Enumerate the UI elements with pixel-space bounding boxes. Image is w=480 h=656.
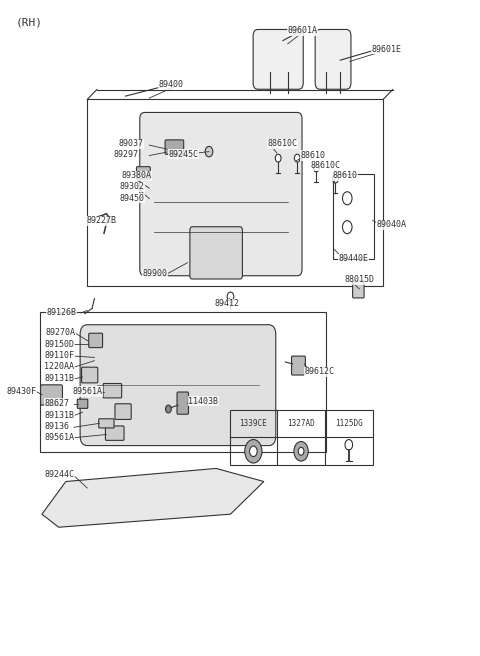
- FancyBboxPatch shape: [103, 384, 121, 398]
- Text: 89131B: 89131B: [44, 375, 74, 384]
- FancyBboxPatch shape: [115, 404, 131, 419]
- FancyBboxPatch shape: [353, 281, 364, 298]
- FancyBboxPatch shape: [40, 385, 62, 405]
- Circle shape: [227, 292, 234, 301]
- Bar: [333, 174, 373, 259]
- Circle shape: [205, 146, 213, 157]
- Text: (RH): (RH): [16, 18, 43, 28]
- Text: 89412: 89412: [215, 299, 240, 308]
- Text: 89612C: 89612C: [304, 367, 335, 377]
- Text: 88627: 88627: [44, 399, 69, 407]
- Circle shape: [250, 446, 257, 457]
- Text: 89110F: 89110F: [44, 351, 74, 360]
- Text: 89302: 89302: [120, 182, 145, 192]
- Circle shape: [333, 175, 338, 183]
- Bar: [229, 409, 372, 465]
- Text: 89440E: 89440E: [338, 255, 368, 263]
- Text: 89126B: 89126B: [47, 308, 77, 317]
- Text: 89601E: 89601E: [371, 45, 401, 54]
- Circle shape: [294, 441, 308, 461]
- Text: 89450: 89450: [120, 194, 145, 203]
- Text: 1125DG: 1125DG: [335, 419, 363, 428]
- Text: 88015D: 88015D: [345, 275, 375, 284]
- Text: 89297: 89297: [114, 150, 139, 159]
- Text: 89430F: 89430F: [6, 387, 36, 396]
- Text: 89561A: 89561A: [44, 433, 74, 442]
- Text: 89380A: 89380A: [121, 171, 152, 180]
- Text: 89270A: 89270A: [45, 328, 75, 337]
- Circle shape: [166, 405, 171, 413]
- FancyBboxPatch shape: [140, 112, 302, 276]
- Text: 89150D: 89150D: [44, 340, 74, 349]
- Text: 89561A: 89561A: [72, 387, 102, 396]
- Text: 89400: 89400: [159, 80, 184, 89]
- Circle shape: [313, 164, 319, 172]
- Circle shape: [245, 440, 262, 463]
- PathPatch shape: [42, 468, 264, 527]
- FancyBboxPatch shape: [77, 400, 88, 408]
- Text: 89136: 89136: [44, 422, 69, 431]
- Bar: [87, 99, 383, 285]
- FancyBboxPatch shape: [136, 167, 150, 179]
- Circle shape: [343, 192, 352, 205]
- FancyBboxPatch shape: [106, 426, 124, 440]
- FancyBboxPatch shape: [177, 392, 189, 414]
- Circle shape: [294, 154, 300, 162]
- FancyBboxPatch shape: [89, 333, 103, 348]
- Text: 89131B: 89131B: [44, 411, 74, 420]
- Text: 89040A: 89040A: [376, 220, 407, 230]
- FancyBboxPatch shape: [82, 367, 98, 383]
- FancyBboxPatch shape: [80, 325, 276, 445]
- Text: 11403B: 11403B: [189, 397, 218, 405]
- Text: 88610C: 88610C: [268, 139, 298, 148]
- Circle shape: [276, 154, 281, 162]
- Text: 89900: 89900: [142, 269, 167, 278]
- Text: 89037: 89037: [118, 139, 144, 148]
- Circle shape: [343, 220, 352, 234]
- FancyBboxPatch shape: [253, 30, 303, 89]
- Text: 89227B: 89227B: [86, 216, 116, 226]
- FancyBboxPatch shape: [291, 356, 305, 375]
- Text: 88610: 88610: [300, 151, 325, 160]
- Text: 1339CE: 1339CE: [240, 419, 267, 428]
- Text: 1220AA: 1220AA: [44, 362, 74, 371]
- Circle shape: [345, 440, 353, 450]
- Circle shape: [298, 447, 304, 455]
- Text: 88610: 88610: [332, 171, 357, 180]
- FancyBboxPatch shape: [315, 30, 351, 89]
- Text: 89245C: 89245C: [168, 150, 198, 159]
- FancyBboxPatch shape: [165, 140, 184, 154]
- Text: 1327AD: 1327AD: [287, 419, 315, 428]
- FancyBboxPatch shape: [190, 227, 242, 279]
- FancyBboxPatch shape: [99, 419, 114, 428]
- Text: 88610C: 88610C: [311, 161, 341, 170]
- Text: 89244C: 89244C: [44, 470, 74, 480]
- Bar: [39, 312, 326, 452]
- Text: 89601A: 89601A: [288, 26, 318, 35]
